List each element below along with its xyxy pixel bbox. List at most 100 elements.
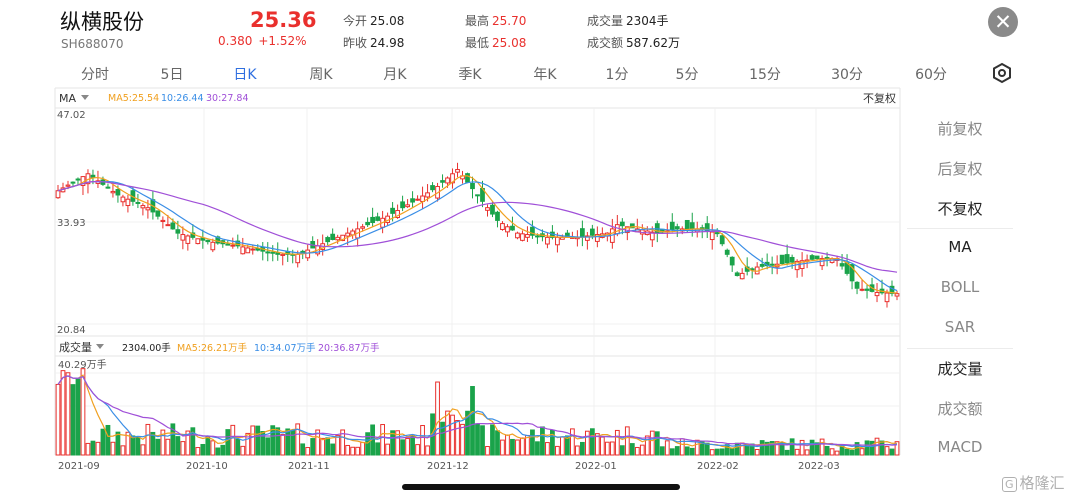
volume-bar — [784, 449, 790, 456]
volume-bar — [794, 448, 800, 456]
candles — [55, 162, 900, 308]
tab-5min[interactable]: 5分 — [675, 67, 699, 83]
volume-bar — [809, 439, 815, 456]
candle-body — [729, 256, 735, 266]
volume-indicator-selector[interactable]: 成交量 — [59, 340, 92, 354]
volume-bar — [55, 383, 61, 456]
ma10-line — [57, 180, 898, 292]
side-item-no-adjust[interactable]: 不复权 — [937, 200, 983, 218]
candle-body — [859, 288, 865, 291]
candle-body — [200, 237, 206, 241]
kline-chart[interactable]: MA MA5:25.54 10:26.44 30:27.84 不复权 47.02… — [0, 86, 910, 471]
volume-bar — [110, 441, 116, 456]
candle-body — [305, 249, 311, 259]
side-item-volume[interactable]: 成交量 — [937, 360, 983, 378]
chevron-down-icon[interactable] — [96, 344, 104, 349]
candle-body — [619, 221, 625, 227]
volume-bar — [644, 435, 650, 456]
tab-quarterly-k[interactable]: 季K — [458, 67, 482, 83]
candle-body — [405, 204, 410, 208]
candle-body — [170, 222, 176, 230]
side-item-macd[interactable]: MACD — [937, 438, 983, 456]
candle-body — [400, 201, 405, 209]
change-amount: 0.380 — [218, 34, 253, 48]
tab-1min[interactable]: 1分 — [605, 67, 629, 83]
volume-bar — [435, 381, 440, 456]
chevron-down-icon[interactable] — [81, 95, 89, 100]
volume-bar — [195, 447, 201, 456]
volume-bar — [859, 448, 865, 456]
tab-5day[interactable]: 5日 — [160, 67, 184, 83]
candle-body — [779, 254, 785, 265]
home-indicator[interactable] — [402, 484, 680, 490]
volume-bar — [130, 435, 136, 456]
tab-weekly-k[interactable]: 周K — [309, 67, 333, 83]
side-item-boll[interactable]: BOLL — [940, 278, 980, 296]
hexagon-settings-icon[interactable] — [991, 62, 1013, 84]
stock-code: SH688070 — [61, 37, 124, 51]
vol-ma10-legend: 10:34.07万手 — [254, 342, 316, 354]
tab-yearly-k[interactable]: 年K — [533, 67, 557, 83]
ma-selector[interactable]: MA — [59, 92, 76, 105]
tab-30min[interactable]: 30分 — [831, 67, 863, 83]
volume-bar — [220, 444, 226, 456]
candle-body — [594, 234, 600, 242]
volume-bar — [709, 449, 715, 456]
candle-body — [495, 211, 500, 221]
volume-bar — [614, 429, 620, 456]
volume-bar — [579, 441, 585, 456]
candle-body — [110, 190, 116, 194]
candle-body — [430, 185, 435, 191]
candle-body — [589, 228, 595, 236]
side-divider — [907, 228, 1013, 229]
volume-bar — [230, 424, 236, 456]
side-divider — [907, 348, 1013, 349]
chart-grid — [54, 87, 901, 456]
candle-body — [724, 249, 730, 255]
candle-body — [814, 255, 820, 260]
candle-body — [854, 281, 860, 289]
volume-bar — [80, 368, 86, 456]
side-item-ma[interactable]: MA — [948, 238, 972, 256]
tab-15min[interactable]: 15分 — [749, 67, 781, 83]
close-icon[interactable]: ✕ — [988, 7, 1018, 37]
y-label-max: 47.02 — [57, 110, 86, 121]
ma30-line — [57, 180, 898, 273]
volume-bar — [90, 440, 96, 456]
x-axis-labels: 2021-09 2021-10 2021-11 2021-12 2022-01 … — [58, 461, 840, 471]
volume-bar — [105, 424, 111, 456]
side-item-turnover[interactable]: 成交额 — [937, 400, 983, 418]
candle-body — [135, 201, 141, 204]
side-item-forward-adjust[interactable]: 前复权 — [937, 120, 983, 138]
side-item-backward-adjust[interactable]: 后复权 — [937, 160, 983, 178]
volume-bar — [594, 433, 600, 456]
candle-body — [839, 263, 845, 267]
tab-monthly-k[interactable]: 月K — [383, 67, 407, 83]
x-label: 2022-02 — [697, 461, 739, 471]
volume-bar — [480, 425, 485, 456]
volume-bar — [215, 447, 221, 456]
tab-60min[interactable]: 60分 — [915, 67, 947, 83]
volume-bar — [465, 410, 470, 456]
volume-bar — [619, 445, 625, 456]
change-percent: +1.52% — [258, 34, 307, 48]
volume-bar — [140, 444, 146, 456]
side-item-sar[interactable]: SAR — [944, 318, 976, 336]
volume-bar — [295, 423, 301, 456]
volume-bar — [340, 429, 346, 456]
volume-bar — [884, 446, 890, 456]
candle-body — [614, 224, 620, 235]
price-change: 0.380 +1.52% — [218, 34, 307, 48]
volume-bar — [604, 441, 610, 456]
candle-body — [120, 196, 126, 203]
volume-bar — [155, 438, 161, 456]
volume-bar — [205, 435, 211, 456]
volume-bar — [759, 440, 765, 456]
volume-bar — [390, 430, 395, 456]
candle-body — [175, 229, 181, 234]
candle-body — [70, 181, 76, 184]
tab-daily-k[interactable]: 日K — [233, 67, 257, 83]
tab-intraday[interactable]: 分时 — [81, 67, 109, 83]
volume-bar — [125, 431, 131, 456]
candle-body — [55, 190, 61, 199]
